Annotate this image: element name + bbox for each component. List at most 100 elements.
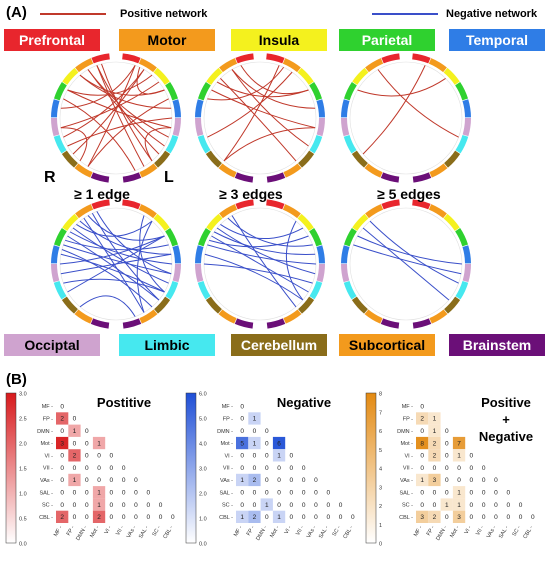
cell-value: 0: [470, 502, 474, 509]
ring-segment: [266, 53, 285, 64]
connection-edge: [67, 117, 173, 147]
matrix-cell: [248, 436, 261, 450]
ring-segment: [343, 82, 357, 101]
cell-value: 0: [253, 453, 257, 460]
region-box-temporal: Temporal: [449, 29, 545, 51]
ring-segment: [443, 213, 460, 231]
col-label: SAL -: [498, 525, 510, 540]
row-label: SAL -: [219, 490, 233, 496]
matrix-cell: [92, 486, 106, 499]
cell-value: 0: [302, 514, 306, 521]
row-label: FP -: [43, 416, 53, 422]
matrix-title: +: [502, 412, 510, 427]
cell-value: 0: [470, 453, 474, 460]
connection-edge: [96, 65, 160, 155]
row-label: SAL -: [39, 490, 53, 496]
ring-segment: [51, 263, 60, 283]
cell-value: 2: [97, 514, 101, 521]
ring-segment: [309, 280, 323, 300]
connection-edge: [207, 71, 293, 138]
cell-value: 0: [85, 465, 89, 472]
connection-edge: [139, 215, 165, 293]
connection-edge: [204, 253, 304, 301]
cell-value: 0: [470, 465, 474, 472]
cell-value: 0: [494, 489, 498, 496]
colorbar-tick-label: 4: [379, 467, 382, 473]
cell-value: 0: [97, 477, 101, 484]
cell-value: 0: [265, 477, 269, 484]
cell-value: 0: [171, 514, 175, 521]
cell-value: 0: [277, 477, 281, 484]
colorbar-tick-label: 0.5: [19, 517, 27, 523]
matrix-title: Positive: [481, 395, 531, 410]
col-label: VII -: [115, 525, 125, 537]
ring-segment: [352, 213, 369, 231]
ring-segment: [462, 263, 471, 283]
cell-value: 0: [122, 514, 126, 521]
cell-value: 0: [85, 440, 89, 447]
cell-value: 0: [420, 465, 424, 472]
positive-edges-1: [60, 63, 173, 171]
cell-value: 3: [433, 477, 437, 484]
colorbar-tick-label: 2.0: [199, 492, 207, 498]
ring-segment: [352, 67, 369, 85]
cell-value: 0: [506, 514, 510, 521]
cell-value: 0: [73, 416, 77, 423]
ring-segment: [428, 58, 447, 73]
left-hemisphere-label: L: [164, 169, 174, 186]
cell-value: 1: [277, 453, 281, 460]
cell-value: 0: [290, 477, 294, 484]
connection-edge: [211, 89, 316, 129]
positive-network-legend: Positive network: [120, 8, 208, 20]
cell-value: 0: [351, 514, 355, 521]
connection-edge: [87, 65, 136, 167]
ring-segment: [428, 204, 447, 219]
connection-edge: [79, 74, 172, 109]
cell-value: 0: [85, 514, 89, 521]
cell-value: 0: [519, 514, 523, 521]
cell-value: 2: [420, 416, 424, 423]
cell-value: 3: [420, 514, 424, 521]
cell-value: 0: [494, 502, 498, 509]
ring-segment: [266, 199, 285, 210]
connection-edge: [136, 220, 153, 313]
ring-segment: [153, 213, 170, 231]
cell-value: 0: [457, 465, 461, 472]
ring-segment: [219, 204, 238, 219]
cell-value: 1: [445, 502, 449, 509]
matrix-cell: [248, 412, 261, 425]
ring-segment: [172, 117, 181, 137]
cell-value: 0: [240, 489, 244, 496]
colorbar-tick-label: 3: [379, 485, 382, 491]
connection-edge: [87, 215, 165, 241]
ring-segment: [195, 245, 204, 264]
cell-value: 0: [302, 477, 306, 484]
cell-value: 0: [420, 428, 424, 435]
ring-segment: [380, 172, 400, 183]
row-label: FP -: [403, 416, 413, 422]
cell-value: 0: [326, 502, 330, 509]
cell-value: 0: [122, 465, 126, 472]
cell-value: 0: [73, 440, 77, 447]
cell-value: 0: [110, 514, 114, 521]
colorbar: [365, 392, 377, 544]
ring-segment: [61, 150, 78, 168]
ring-segment: [412, 199, 431, 210]
connection-edge: [209, 235, 309, 248]
ring-segment: [197, 228, 211, 247]
ring-segment: [381, 53, 400, 64]
connection-edge: [220, 223, 304, 239]
cell-value: 7: [457, 440, 461, 447]
cell-value: 0: [110, 465, 114, 472]
connectome-circle-plots: [51, 53, 471, 329]
ring-segment: [218, 309, 237, 324]
colorbar-tick-label: 7: [379, 410, 382, 416]
cell-value: 0: [445, 489, 449, 496]
cell-value: 0: [159, 514, 163, 521]
ring-segment: [412, 318, 432, 329]
matrix-cell: [272, 436, 286, 450]
connectome-ring-4: [51, 199, 181, 329]
matrix-cell: [452, 510, 466, 523]
connection-edge: [213, 231, 316, 255]
